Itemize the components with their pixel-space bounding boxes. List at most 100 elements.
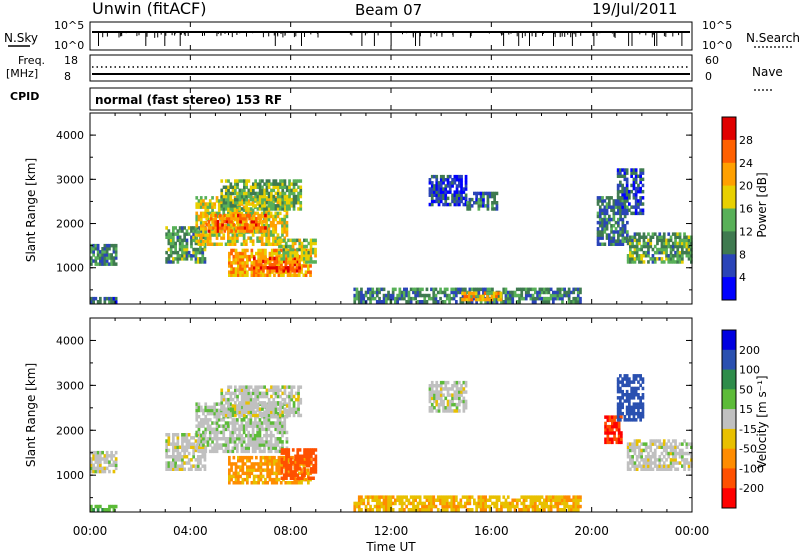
data-cell <box>502 300 506 304</box>
data-cell <box>674 260 677 264</box>
data-cell <box>444 396 448 401</box>
data-cell <box>194 247 198 252</box>
data-cell <box>524 290 528 295</box>
data-cell <box>259 471 263 476</box>
cpid-text: normal (fast stereo) 153 RF <box>95 93 282 107</box>
data-cell <box>621 196 624 200</box>
data-cell <box>464 504 467 509</box>
data-cell <box>479 501 483 506</box>
data-cell <box>172 250 175 255</box>
data-cell <box>254 446 257 450</box>
data-cell <box>215 242 219 246</box>
data-cell <box>278 260 281 264</box>
data-cell <box>259 213 263 218</box>
data-cell <box>278 211 282 216</box>
data-cell <box>172 241 175 246</box>
data-cell <box>289 254 293 258</box>
data-cell <box>275 462 279 466</box>
data-cell <box>208 408 212 413</box>
data-cell <box>468 207 472 211</box>
data-cell <box>518 296 521 301</box>
data-cell <box>608 418 612 423</box>
data-cell <box>671 232 675 236</box>
data-cell <box>409 296 413 301</box>
data-cell <box>201 260 205 264</box>
data-cell <box>264 273 267 277</box>
data-cell <box>267 182 271 186</box>
data-cell <box>110 450 113 455</box>
data-cell <box>242 233 246 237</box>
data-cell <box>267 199 271 203</box>
data-cell <box>455 402 459 407</box>
data-cell <box>307 481 310 485</box>
data-cell <box>628 196 631 200</box>
data-cell <box>435 380 439 385</box>
data-cell <box>283 418 287 422</box>
data-cell <box>293 269 297 273</box>
data-cell <box>267 404 271 408</box>
data-cell <box>103 253 107 257</box>
data-cell <box>199 224 203 228</box>
data-cell <box>234 254 238 259</box>
data-cell <box>92 454 95 458</box>
data-cell <box>247 391 251 396</box>
data-cell <box>178 451 182 456</box>
data-cell <box>310 448 313 452</box>
data-cell <box>621 174 624 178</box>
data-cell <box>475 191 478 196</box>
data-cell <box>297 471 301 476</box>
data-cell <box>432 293 436 298</box>
data-cell <box>451 409 454 413</box>
data-cell <box>617 236 620 240</box>
data-cell <box>240 427 244 432</box>
data-cell <box>165 451 168 456</box>
data-cell <box>286 248 290 253</box>
data-cell <box>242 437 246 441</box>
data-cell <box>203 260 207 264</box>
data-cell <box>631 254 634 258</box>
data-cell <box>685 235 689 239</box>
data-cell <box>628 380 631 384</box>
data-cell <box>236 446 239 450</box>
data-cell <box>667 254 671 258</box>
data-cell <box>238 424 241 428</box>
data-cell <box>165 235 168 239</box>
data-cell <box>632 405 636 410</box>
data-cell <box>613 431 616 435</box>
data-cell <box>455 300 458 304</box>
data-cell <box>276 214 280 219</box>
data-cell <box>299 191 303 196</box>
data-cell <box>254 182 257 186</box>
data-cell <box>215 427 219 432</box>
data-cell <box>605 202 609 206</box>
data-cell <box>185 439 189 443</box>
data-cell <box>271 269 274 273</box>
data-cell <box>105 450 109 455</box>
data-cell <box>250 455 254 460</box>
data-cell <box>434 293 438 298</box>
data-cell <box>614 220 618 225</box>
data-cell <box>576 508 580 512</box>
data-cell <box>623 377 627 381</box>
data-cell <box>488 191 492 196</box>
data-cell <box>520 287 524 292</box>
data-cell <box>644 241 648 246</box>
data-cell <box>275 468 279 472</box>
data-cell <box>531 296 535 301</box>
data-cell <box>234 413 237 418</box>
data-cell <box>285 385 289 389</box>
data-cell <box>276 449 280 454</box>
data-cell <box>619 396 622 400</box>
data-cell <box>293 250 297 255</box>
data-cell <box>245 433 248 438</box>
data-cell <box>457 501 460 506</box>
data-cell <box>231 227 235 231</box>
data-cell <box>378 296 381 301</box>
data-cell <box>291 273 294 277</box>
data-cell <box>649 448 653 453</box>
data-cell <box>215 446 219 450</box>
data-cell <box>453 190 457 194</box>
data-cell <box>473 191 476 196</box>
data-cell <box>283 191 287 196</box>
data-cell <box>239 213 242 218</box>
